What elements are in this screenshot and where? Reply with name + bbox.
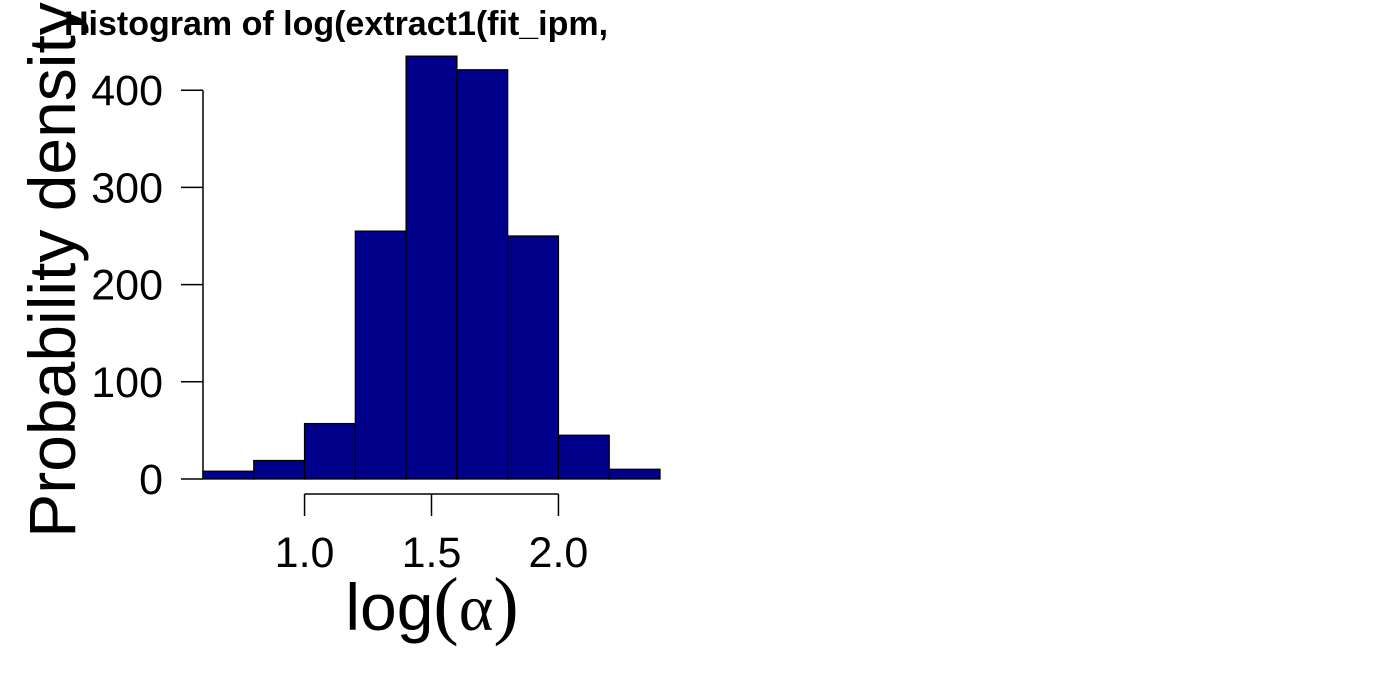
histogram-bar <box>202 470 255 480</box>
x-axis-label: log(α) <box>345 563 518 647</box>
histogram-bars <box>202 55 661 480</box>
y-tick-label: 0 <box>139 456 163 504</box>
y-tick-label: 300 <box>91 164 163 212</box>
x-axis-label-alpha: α <box>459 572 494 645</box>
histogram-bar <box>303 422 356 480</box>
x-tick-label: 1.5 <box>402 529 462 577</box>
x-axis-label-close-paren: ) <box>493 563 518 647</box>
x-axis-label-open-paren: ( <box>433 563 458 647</box>
histogram-bar <box>456 69 509 480</box>
y-tick-label: 100 <box>91 359 163 407</box>
histogram-bar <box>354 230 407 480</box>
y-axis: 0 100 200 300 400 <box>91 67 204 504</box>
histogram-bar <box>253 459 306 480</box>
x-axis-label-prefix: log <box>345 570 433 644</box>
y-axis-label: Probability density <box>15 2 89 538</box>
y-tick-label: 400 <box>91 67 163 115</box>
histogram-bar <box>608 468 661 480</box>
x-tick-label: 2.0 <box>529 529 589 577</box>
histogram-bar <box>557 434 610 480</box>
chart-title: Histogram of log(extract1(fit_ipm, <box>64 5 608 43</box>
x-tick-label: 1.0 <box>275 529 335 577</box>
histogram-bar <box>507 235 560 480</box>
histogram-bar <box>405 55 458 480</box>
x-axis: 1.0 1.5 2.0 <box>275 493 589 577</box>
y-tick-label: 200 <box>91 262 163 310</box>
